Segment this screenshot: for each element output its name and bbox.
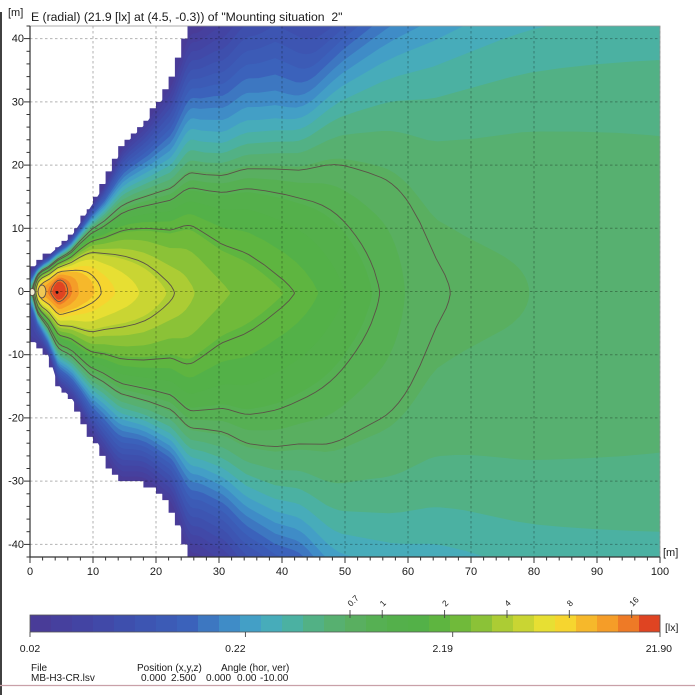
svg-text:E (radial) (21.9 [lx] at (4.5,: E (radial) (21.9 [lx] at (4.5, -0.3)) of… [31, 10, 342, 24]
svg-text:-10.00: -10.00 [260, 673, 289, 684]
svg-text:File: File [31, 663, 48, 674]
svg-text:[m]: [m] [8, 7, 23, 19]
svg-text:0.02: 0.02 [20, 643, 41, 655]
svg-text:100: 100 [651, 566, 669, 578]
svg-text:0: 0 [27, 566, 33, 578]
svg-text:2: 2 [440, 598, 451, 609]
svg-text:4: 4 [502, 598, 513, 609]
svg-text:20: 20 [12, 160, 24, 172]
svg-text:80: 80 [528, 566, 540, 578]
svg-text:-30: -30 [8, 476, 24, 488]
svg-text:20: 20 [150, 566, 162, 578]
svg-text:40: 40 [12, 33, 24, 45]
svg-text:40: 40 [276, 566, 288, 578]
svg-text:Position (x,y,z): Position (x,y,z) [137, 663, 202, 674]
svg-text:0.00: 0.00 [237, 673, 257, 684]
svg-text:0: 0 [18, 286, 24, 298]
svg-text:10: 10 [87, 566, 99, 578]
svg-text:1: 1 [378, 598, 389, 609]
svg-text:[m]: [m] [663, 547, 678, 559]
svg-text:-10: -10 [8, 349, 24, 361]
svg-text:21.90: 21.90 [646, 643, 672, 655]
svg-text:[lx]: [lx] [665, 622, 679, 634]
svg-text:50: 50 [339, 566, 351, 578]
svg-text:0.22: 0.22 [225, 643, 246, 655]
svg-text:70: 70 [465, 566, 477, 578]
svg-text:0.000: 0.000 [141, 673, 166, 684]
svg-text:2.500: 2.500 [171, 673, 196, 684]
svg-text:MB-H3-CR.lsv: MB-H3-CR.lsv [31, 673, 95, 684]
svg-text:-20: -20 [8, 412, 24, 424]
svg-text:8: 8 [565, 598, 576, 609]
svg-text:30: 30 [213, 566, 225, 578]
svg-text:-40: -40 [8, 539, 24, 551]
svg-text:90: 90 [591, 566, 603, 578]
svg-text:0.000: 0.000 [206, 673, 231, 684]
svg-text:2.19: 2.19 [432, 643, 453, 655]
svg-text:10: 10 [12, 223, 24, 235]
svg-text:60: 60 [402, 566, 414, 578]
svg-text:30: 30 [12, 96, 24, 108]
svg-text:Angle (hor, ver): Angle (hor, ver) [221, 663, 289, 674]
